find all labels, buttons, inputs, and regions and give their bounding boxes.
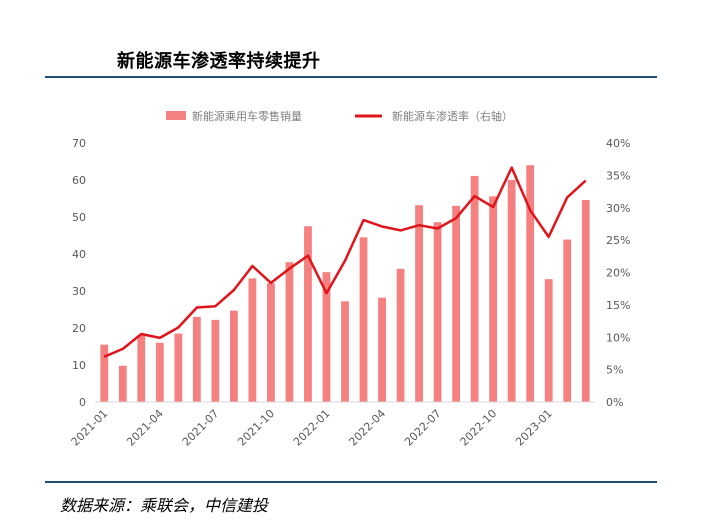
legend-bar-swatch bbox=[166, 111, 186, 120]
bar bbox=[248, 278, 257, 402]
y-right-tick-label: 40% bbox=[606, 137, 630, 150]
bar bbox=[211, 319, 220, 402]
bar bbox=[452, 205, 460, 402]
bar bbox=[433, 222, 442, 402]
y-right-tick-label: 0% bbox=[606, 396, 623, 409]
line-series bbox=[103, 166, 587, 358]
x-tick-label: 2022-01 bbox=[291, 407, 333, 449]
bar bbox=[100, 344, 109, 402]
source-note: 数据来源：乘联会，中信建投 bbox=[60, 496, 269, 515]
x-tick-label: 2023-01 bbox=[513, 407, 555, 449]
x-tick-label: 2021-01 bbox=[69, 407, 111, 449]
y-right-tick-label: 10% bbox=[606, 331, 630, 344]
y-right-tick-label: 15% bbox=[606, 299, 630, 312]
x-tick-label: 2021-10 bbox=[235, 407, 277, 449]
bar bbox=[304, 226, 312, 402]
y-left-tick-label: 20 bbox=[72, 322, 86, 335]
y-left-tick-label: 70 bbox=[72, 137, 86, 150]
bar bbox=[174, 333, 183, 402]
bar bbox=[544, 279, 553, 402]
y-left-tick-label: 30 bbox=[72, 285, 86, 298]
chart-legend: 新能源乘用车零售销量 新能源车渗透率（右轴） bbox=[166, 109, 513, 123]
y-right-tick-label: 30% bbox=[606, 202, 630, 215]
y-left-tick-label: 0 bbox=[79, 396, 86, 409]
bar bbox=[470, 175, 479, 402]
x-axis: 2021-01 2021-04 2021-07 2021-10 2022-01 2022-… bbox=[69, 407, 555, 449]
bar bbox=[396, 268, 405, 402]
penetration-line bbox=[103, 166, 587, 358]
bar bbox=[526, 165, 535, 402]
x-tick-label: 2022-07 bbox=[402, 407, 444, 449]
sales-penetration-chart: 新能源乘用车零售销量 新能源车渗透率（右轴） 0 10 20 30 40 50 60 70 0… bbox=[69, 109, 631, 449]
bar bbox=[378, 297, 386, 402]
bar bbox=[155, 342, 164, 402]
bar bbox=[341, 301, 349, 402]
bar bbox=[137, 335, 146, 402]
bar bbox=[267, 283, 275, 402]
legend-bar-label: 新能源乘用车零售销量 bbox=[192, 109, 302, 123]
bar bbox=[507, 180, 516, 402]
x-tick-label: 2022-10 bbox=[458, 407, 500, 449]
x-tick-label: 2021-07 bbox=[180, 407, 222, 449]
x-tick-label: 2022-04 bbox=[346, 407, 388, 449]
bar bbox=[563, 239, 572, 402]
x-tick-label: 2021-04 bbox=[124, 407, 166, 449]
bar bbox=[285, 262, 294, 402]
y-right-tick-label: 20% bbox=[606, 267, 630, 280]
y-right-tick-label: 35% bbox=[606, 169, 630, 182]
footer-divider bbox=[45, 481, 657, 483]
y-axis-right: 0% 5% 10% 15% 20% 25% 30% 35% 40% bbox=[606, 137, 630, 409]
y-left-tick-label: 10 bbox=[72, 359, 86, 372]
page-title: 新能源车渗透率持续提升 bbox=[117, 51, 321, 72]
y-left-tick-label: 60 bbox=[72, 174, 86, 187]
bar bbox=[118, 365, 127, 402]
bar bbox=[359, 237, 368, 402]
bar bbox=[415, 205, 423, 402]
bar bbox=[192, 316, 201, 402]
bar bbox=[230, 310, 238, 402]
title-divider bbox=[45, 76, 657, 78]
y-right-tick-label: 25% bbox=[606, 234, 630, 247]
y-axis-left: 0 10 20 30 40 50 60 70 bbox=[72, 137, 86, 409]
bar-series bbox=[100, 165, 590, 402]
bar bbox=[322, 272, 331, 402]
bar bbox=[581, 199, 590, 402]
y-left-tick-label: 40 bbox=[72, 248, 86, 261]
legend-line-label: 新能源车渗透率（右轴） bbox=[392, 109, 513, 123]
bar bbox=[489, 196, 498, 402]
y-right-tick-label: 5% bbox=[606, 364, 623, 377]
y-left-tick-label: 50 bbox=[72, 211, 86, 224]
